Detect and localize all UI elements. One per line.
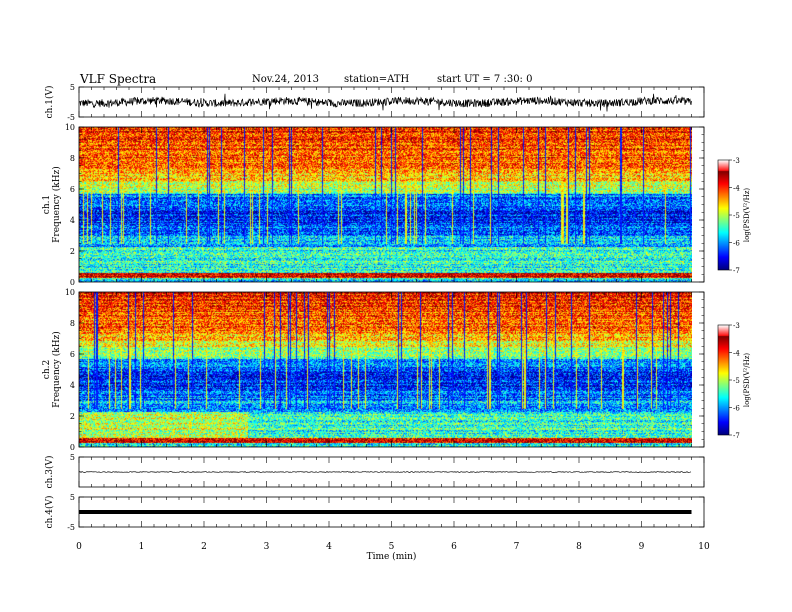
x-tick-label: 0 (76, 542, 82, 552)
ch1-spectrogram-colorbar-tick-label: -3 (733, 157, 740, 165)
ch1-spectrogram-ytick-label: 6 (70, 185, 75, 194)
ch1-waveform-ytick-label: 5 (70, 83, 75, 92)
ch4-waveform-ylabel: ch.4(V) (44, 496, 55, 529)
ch1-spectrogram-colorbar-tick-label: -6 (733, 240, 740, 248)
ch2-spectrogram-ytick-label: 4 (70, 381, 75, 390)
x-tick-label: 5 (389, 542, 395, 552)
x-tick-label: 4 (326, 542, 332, 552)
ch2-spectrogram-ytick-label: 8 (70, 319, 75, 328)
ch3-waveform-ytick-label: 5 (70, 453, 75, 462)
x-tick-label: 6 (451, 542, 457, 552)
ch1-waveform-trace (78, 93, 692, 112)
ch2-spectrogram-ytick-label: 0 (70, 443, 75, 452)
chart-title: VLF Spectra (80, 72, 157, 86)
ch1-spectrogram-colorbar-tick-label: -5 (733, 212, 740, 220)
ch1-waveform-ytick-label: -5 (67, 113, 75, 122)
ch2-spectrogram-colorbar-tick-label: -3 (733, 322, 740, 330)
ch2-spectrogram-colorbar-tick-label: -6 (733, 405, 740, 413)
ch2-spectrogram-colorbar (718, 325, 729, 435)
ch1-spectrogram-ytick-label: 2 (70, 247, 75, 256)
ch2-spectrogram-frequency-label: Frequency (kHz) (51, 331, 62, 408)
ch2-spectrogram-channel-label: ch.2 (42, 360, 52, 379)
ch2-spectrogram-colorbar-label: log(PSD(V²/Hz) (743, 353, 751, 408)
station-label: station=ATH (344, 74, 410, 85)
x-tick-label: 8 (576, 542, 582, 552)
x-tick-label: 9 (639, 542, 645, 552)
x-tick-label: 1 (139, 542, 145, 552)
ch2-spectrogram-colorbar-tick-label: -4 (733, 350, 740, 358)
ch1-spectrogram-ytick-label: 10 (65, 123, 75, 132)
x-axis-label: Time (min) (367, 551, 417, 562)
x-tick-label: 7 (514, 542, 520, 552)
ch2-spectrogram-colorbar-tick-label: -7 (733, 432, 740, 440)
x-tick-label: 2 (201, 542, 207, 552)
ch2-spectrogram-heatmap (79, 292, 692, 447)
start-time-label: start UT = 7 :30: 0 (437, 74, 533, 85)
ch2-spectrogram-ytick-label: 2 (70, 412, 75, 421)
x-tick-label: 3 (264, 542, 270, 552)
ch1-spectrogram-colorbar (718, 160, 729, 270)
ch3-waveform-ylabel: ch.3(V) (44, 456, 55, 489)
ch1-waveform-ylabel: ch.1(V) (44, 86, 55, 119)
ch1-spectrogram-ytick-label: 0 (70, 278, 75, 287)
ch4-waveform-trace (79, 510, 692, 514)
ch1-spectrogram-colorbar-tick-label: -4 (733, 185, 740, 193)
ch2-spectrogram-ytick-label: 6 (70, 350, 75, 359)
ch2-spectrogram-colorbar-tick-label: -5 (733, 377, 740, 385)
ch1-spectrogram-frequency-label: Frequency (kHz) (51, 166, 62, 243)
ch1-spectrogram-colorbar-label: log(PSD(V²/Hz) (743, 188, 751, 243)
ch1-spectrogram-colorbar-tick-label: -7 (733, 267, 740, 275)
ch4-waveform-ytick-label: -5 (67, 523, 75, 532)
ch1-spectrogram-ytick-label: 8 (70, 154, 75, 163)
x-tick-label: 10 (698, 542, 710, 552)
ch1-spectrogram-channel-label: ch.1 (42, 195, 52, 214)
ch4-waveform-ytick-label: 5 (70, 493, 75, 502)
ch2-spectrogram-ytick-label: 10 (65, 288, 75, 297)
ch1-spectrogram-heatmap (79, 127, 692, 282)
date-label: Nov.24, 2013 (252, 74, 319, 85)
ch1-spectrogram-ytick-label: 4 (70, 216, 75, 225)
ch3-waveform-trace (78, 471, 692, 473)
